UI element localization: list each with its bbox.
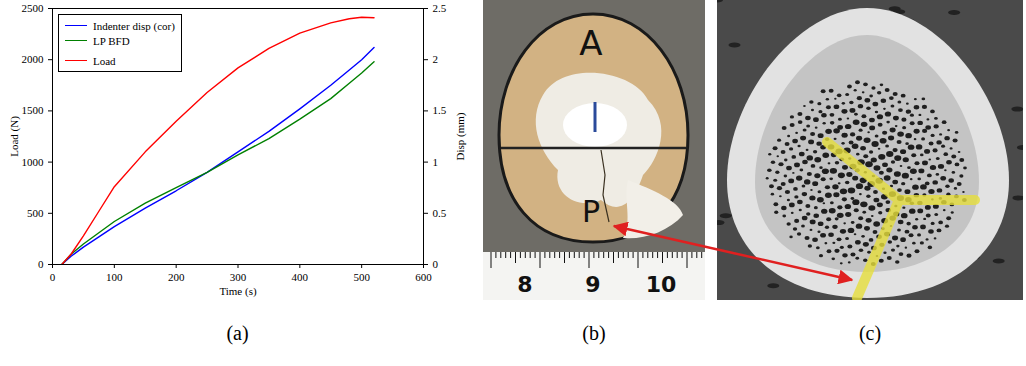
- svg-text:0.5: 0.5: [433, 207, 447, 219]
- html-text:(b): (b): [582, 322, 606, 344]
- svg-text:500: 500: [27, 207, 44, 219]
- svg-text:0: 0: [38, 258, 44, 270]
- html-text:Load: Load: [93, 54, 116, 67]
- svg-text:1000: 1000: [22, 156, 45, 168]
- svg-text:2000: 2000: [22, 53, 45, 65]
- svg-text:1500: 1500: [22, 104, 45, 116]
- svg-text:A: A: [579, 23, 602, 63]
- svg-text:Time (s): Time (s): [219, 285, 257, 298]
- svg-text:8: 8: [517, 272, 532, 297]
- svg-text:300: 300: [230, 271, 247, 283]
- svg-text:2500: 2500: [22, 2, 45, 14]
- svg-text:400: 400: [292, 271, 309, 283]
- svg-text:500: 500: [353, 271, 370, 283]
- svg-text:600: 600: [415, 271, 432, 283]
- svg-text:100: 100: [106, 271, 123, 283]
- svg-text:1.5: 1.5: [433, 104, 447, 116]
- svg-text:0: 0: [50, 271, 56, 283]
- svg-text:200: 200: [168, 271, 185, 283]
- svg-text:2: 2: [433, 53, 439, 65]
- svg-text:9: 9: [585, 272, 600, 297]
- svg-text:P: P: [582, 194, 600, 229]
- svg-text:10: 10: [646, 272, 677, 297]
- svg-text:1: 1: [433, 156, 439, 168]
- html-text:Indenter disp (cor): Indenter disp (cor): [93, 19, 175, 32]
- html-text:(c): (c): [858, 322, 882, 344]
- svg-text:2.5: 2.5: [433, 2, 447, 14]
- html-text:LP BFD: LP BFD: [93, 34, 130, 47]
- svg-text:Disp (mm): Disp (mm): [454, 112, 467, 160]
- html-text:(a): (a): [226, 322, 249, 344]
- svg-text:0: 0: [433, 258, 439, 270]
- svg-text:Load (N): Load (N): [8, 116, 21, 157]
